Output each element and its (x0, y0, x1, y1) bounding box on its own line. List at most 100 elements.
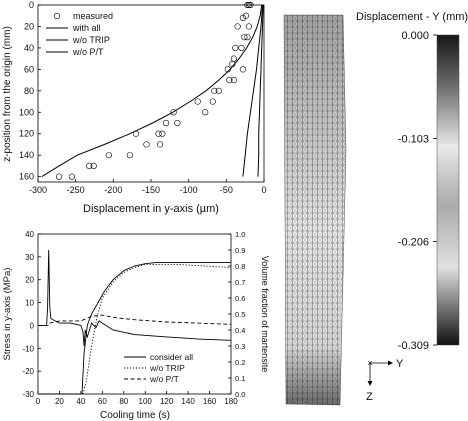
top-legend-label: w/o P/T (72, 47, 104, 57)
bottom-y-tick-label: 20 (25, 276, 34, 285)
colorbar-title: Displacement - Y (mm) (356, 11, 468, 23)
measured-point (226, 76, 233, 84)
top-y-tick-label: 120 (19, 129, 34, 139)
bottom-x-tick-label: 160 (203, 397, 217, 406)
bottom-y2-tick-label: 0.8 (235, 262, 245, 271)
measured-point (247, 1, 254, 9)
top-x-tick-label: -150 (142, 185, 160, 195)
measured-point (241, 34, 248, 41)
top-legend-label: with all (72, 23, 101, 33)
top-y-tick-label: 40 (24, 43, 34, 53)
measured-point (55, 173, 63, 180)
top-y-tick-label: 0 (29, 0, 34, 10)
bottom-y2-tick-label: 0.4 (235, 326, 245, 335)
top-x-tick-label: -300 (29, 185, 47, 195)
measured-point (209, 98, 216, 105)
top-legend-label: measured (73, 11, 113, 21)
measured-point (234, 23, 241, 30)
measured-point (194, 98, 201, 105)
bottom-y2-tick-label: 0.2 (235, 358, 245, 367)
colorbar: Displacement - Y (mm) 0.000 -0.103 -0.206 -… (356, 11, 468, 352)
bottom-x-tick-label: 80 (119, 397, 128, 406)
bottom-y-tick-label: -30 (22, 390, 34, 399)
bottom-y-tick-label: 0 (30, 321, 35, 330)
colorbar-tick-label: -0.103 (398, 133, 429, 145)
top-x-tick-label: -100 (180, 185, 198, 195)
colorbar-tick-label: 0.000 (401, 30, 429, 42)
triad-x-arrowhead (388, 360, 393, 366)
measured-point (90, 162, 97, 170)
top-y-tick-label: 140 (19, 150, 34, 160)
bottom-series-line-1 (38, 263, 232, 395)
measured-point (238, 44, 245, 52)
bottom-y-tick-label: 10 (25, 299, 34, 308)
measured-point (244, 1, 251, 9)
bottom-legend-label: w/o TRIP (149, 363, 185, 373)
colorbar-tick-label: -0.206 (398, 237, 429, 249)
top-x-tick-label: -250 (67, 185, 85, 195)
bottom-x-tick-label: 180 (224, 397, 238, 406)
top-x-tick-label: -50 (220, 185, 233, 195)
bottom-x-tick-label: 140 (181, 397, 195, 406)
top-y-axis-label: z-position from the origin (mm) (2, 26, 13, 162)
measured-point (155, 130, 162, 137)
bottom-y-tick-label: 30 (25, 253, 34, 262)
bottom-y2-tick-label: 0.1 (235, 374, 245, 383)
measured-point (174, 119, 181, 127)
measured-point (232, 44, 239, 52)
triad-origin-mark: × (367, 358, 372, 368)
bottom-y-tick-label: 40 (25, 230, 34, 239)
mesh-shading (284, 15, 346, 405)
bottom-series-line-0 (38, 249, 232, 347)
top-x-tick-label: 0 (261, 185, 266, 195)
top-y-tick-label: 80 (24, 86, 34, 96)
top-legend: measured with all w/o TRIP w/o P/T (46, 11, 113, 57)
top-x-tick-label: -200 (104, 185, 122, 195)
bottom-x-tick-label: 100 (139, 397, 153, 406)
bottom-y2-tick-label: 0.9 (235, 246, 245, 255)
bottom-x-tick-label: 60 (98, 397, 107, 406)
bottom-y2-tick-label: 0.5 (235, 310, 245, 319)
top-series-line-3 (257, 4, 264, 177)
top-legend-label: w/o TRIP (72, 35, 110, 45)
top-plot-frame (37, 4, 265, 183)
displacement-profile-chart: -300 -250 -200 -150 -100 -50 0 0 20 40 60 80 100 120… (2, 0, 267, 215)
measured-point (156, 141, 164, 148)
measured-point (126, 152, 134, 159)
bottom-x-tick-label: 0 (36, 397, 41, 406)
measured-point (159, 130, 166, 137)
measured-point (68, 173, 75, 180)
fe-mesh-contour (283, 14, 347, 406)
top-y-tick-label: 100 (19, 107, 34, 117)
top-y-tick-label: 160 (19, 172, 34, 182)
measured-point (245, 1, 253, 9)
measured-point (86, 162, 93, 170)
colorbar-scale (436, 34, 460, 346)
triad-z-label: Z (366, 391, 373, 403)
bottom-y2-axis-label: Volume fraction of martensite (260, 256, 270, 373)
top-series-line-1 (41, 4, 263, 178)
top-y-tick-label: 20 (24, 21, 34, 31)
top-x-axis-label: Displacement in y-axis (µm) (83, 203, 219, 215)
bottom-legend-label: consider all (150, 352, 193, 362)
bottom-y2-tick-label: 1.0 (235, 230, 245, 239)
measured-point (239, 14, 247, 21)
measured-point (211, 87, 218, 94)
bottom-y2-tick-label: 0.6 (235, 294, 245, 303)
measured-point (215, 87, 222, 94)
measured-point (143, 141, 150, 148)
bottom-x-tick-label: 20 (55, 397, 64, 406)
bottom-x-axis-label: Cooling time (s) (100, 410, 170, 421)
triad-z-arrowhead (367, 381, 373, 386)
measured-point (170, 109, 177, 116)
bottom-y-tick-label: -20 (22, 367, 34, 376)
measured-point (245, 23, 253, 30)
bottom-series-line-2 (38, 314, 232, 326)
measured-point (239, 66, 247, 73)
bottom-series-line-3 (38, 262, 231, 395)
axis-triad: × Y Z (366, 358, 404, 403)
measured-point (230, 76, 237, 84)
measured-point (244, 34, 251, 41)
bottom-y2-tick-label: 0.7 (235, 278, 245, 287)
